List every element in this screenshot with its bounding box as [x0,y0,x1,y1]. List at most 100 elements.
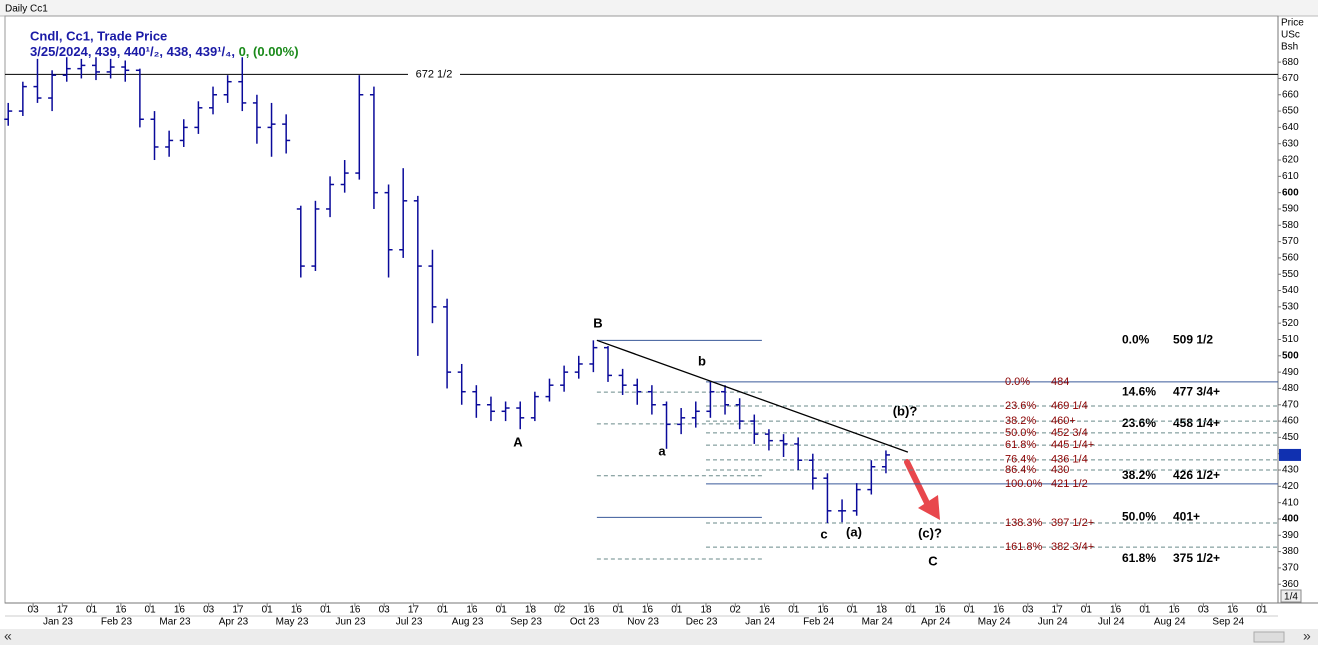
x-tick-label: 18 [525,605,537,616]
month-label: Apr 23 [219,617,249,628]
wave-label: (c)? [918,525,942,540]
fib-ratio: 0.0% [1122,332,1150,346]
fib-ratio: 138.3% [1005,517,1043,529]
fib-value: 484 [1051,376,1069,388]
y-tick-label: 430 [1282,465,1299,476]
scroll-right[interactable]: » [1303,628,1311,644]
scrollbar[interactable] [0,629,1318,645]
y-tick-label: 540 [1282,285,1299,296]
y-tick-label: 600 [1282,187,1299,198]
y-tick-label: 390 [1282,530,1299,541]
price-axis-title: USc [1281,30,1300,41]
x-tick-label: 16 [115,605,127,616]
fib-value: 477 3/4+ [1173,384,1220,398]
title-bar [0,0,1318,16]
scroll-thumb[interactable] [1253,631,1285,643]
fib-value: 426 1/2+ [1173,468,1220,482]
month-label: May 24 [978,617,1011,628]
y-tick-label: 490 [1282,367,1299,378]
y-tick-label: 520 [1282,318,1299,329]
x-tick-label: 17 [232,605,244,616]
y-tick-label: 460 [1282,416,1299,427]
x-tick-label: 16 [817,605,829,616]
y-tick-label: 470 [1282,399,1299,410]
x-tick-label: 03 [1198,605,1210,616]
y-tick-label: 630 [1282,138,1299,149]
horizontal-line-label: 672 1/2 [416,68,453,80]
fib-ratio: 61.8% [1122,551,1156,565]
fib-ratio: 50.0% [1005,427,1036,439]
wave-label: C [928,553,938,568]
fib-value: 445 1/4+ [1051,439,1094,451]
x-tick-label: 01 [671,605,683,616]
month-label: Aug 24 [1154,617,1186,628]
x-tick-label: 17 [408,605,420,616]
x-tick-label: 01 [1081,605,1093,616]
month-label: Feb 24 [803,617,835,628]
y-tick-label: 610 [1282,171,1299,182]
y-tick-label: 380 [1282,546,1299,557]
month-label: Jul 24 [1098,617,1125,628]
fib-ratio: 161.8% [1005,541,1043,553]
y-tick-label: 360 [1282,579,1299,590]
wave-label: B [593,315,602,330]
x-tick-label: 16 [583,605,595,616]
fib-ratio: 100.0% [1005,478,1043,490]
forecast-arrow-head [918,495,940,520]
fib-value: 452 3/4 [1051,427,1088,439]
x-tick-label: 01 [496,605,508,616]
x-tick-label: 01 [613,605,625,616]
legend-name: Cndl, Cc1, Trade Price [30,28,167,43]
fib-value: 382 3/4+ [1051,541,1094,553]
price-axis-title: Bsh [1281,42,1298,53]
y-tick-label: 650 [1282,106,1299,117]
y-tick-label: 420 [1282,481,1299,492]
y-tick-label: 640 [1282,122,1299,133]
x-tick-label: 16 [174,605,186,616]
month-label: Mar 23 [159,617,191,628]
y-tick-label: 560 [1282,253,1299,264]
y-tick-label: 500 [1282,350,1299,361]
month-label: Feb 23 [101,617,133,628]
wave-label: a [658,443,666,458]
fib-value: 401+ [1173,510,1200,524]
x-tick-label: 17 [1052,605,1064,616]
x-tick-label: 16 [642,605,654,616]
x-tick-label: 01 [262,605,274,616]
wave-label: (b)? [893,403,918,418]
x-tick-label: 01 [145,605,157,616]
x-tick-label: 02 [730,605,742,616]
fib-value: 436 1/4 [1051,454,1088,466]
fib-ratio: 14.6% [1122,384,1156,398]
x-tick-label: 16 [349,605,361,616]
x-tick-label: 01 [847,605,859,616]
month-label: Sep 24 [1212,617,1244,628]
x-tick-label: 01 [1256,605,1268,616]
x-tick-label: 01 [1139,605,1151,616]
x-tick-label: 01 [905,605,917,616]
x-tick-label: 18 [876,605,888,616]
legend-change: 0, (0.00%) [239,44,299,59]
y-tick-label: 530 [1282,302,1299,313]
fib-value: 397 1/2+ [1051,517,1094,529]
wave-label: c [820,526,827,541]
y-tick-label: 480 [1282,383,1299,394]
scroll-left[interactable]: « [4,628,12,644]
x-tick-label: 03 [203,605,215,616]
y-tick-label: 670 [1282,73,1299,84]
y-tick-label: 570 [1282,236,1299,247]
x-tick-label: 01 [964,605,976,616]
y-tick-label: 510 [1282,334,1299,345]
y-tick-label: 370 [1282,563,1299,574]
month-label: Dec 23 [686,617,718,628]
legend-values: 3/25/2024, 439, 440¹/₂, 438, 439¹/₄, [30,44,235,59]
y-tick-label: 400 [1282,514,1299,525]
fib-value: 458 1/4+ [1173,416,1220,430]
fib-ratio: 38.2% [1005,415,1036,427]
fib-ratio: 86.4% [1005,464,1036,476]
page-box[interactable] [1280,589,1302,603]
x-tick-label: 01 [320,605,332,616]
x-tick-label: 17 [57,605,69,616]
fib-ratio: 38.2% [1122,468,1156,482]
